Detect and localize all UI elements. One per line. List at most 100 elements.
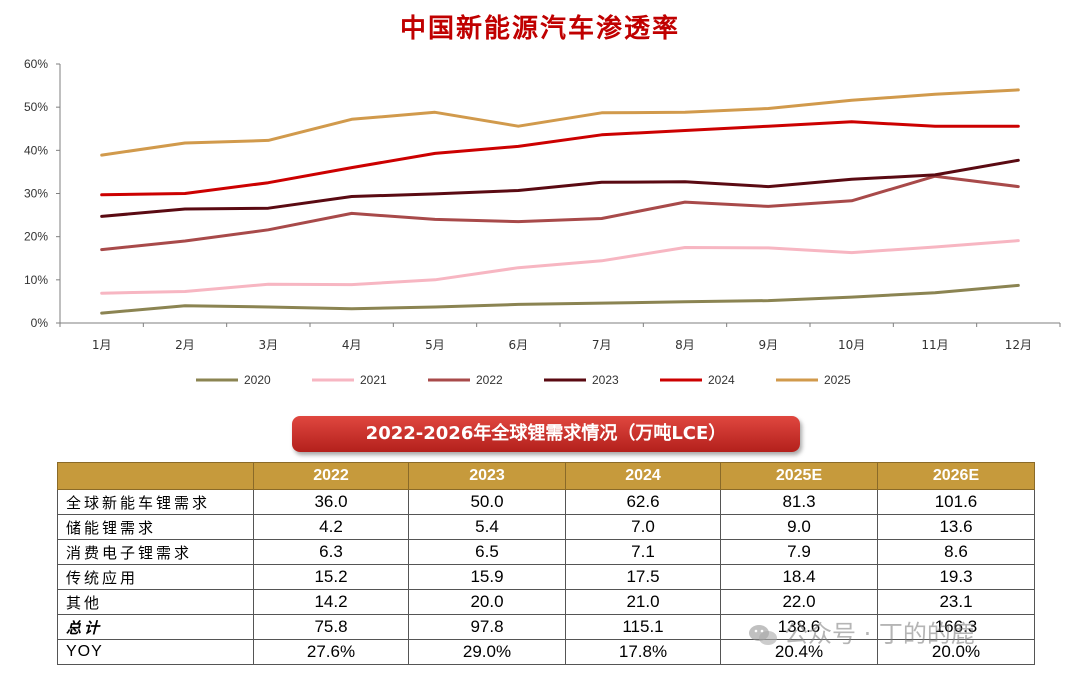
table-cell: 7.9 (720, 539, 878, 565)
y-tick-label: 50% (24, 100, 48, 114)
row-label: 全球新能车锂需求 (57, 489, 254, 515)
row-label: 消费电子锂需求 (57, 539, 254, 565)
series-line-2024 (100, 120, 1020, 197)
table-cell: 101.6 (877, 489, 1035, 515)
table-header-row: 2022 2023 2024 2025E 2026E (57, 462, 1035, 490)
x-axis: 1月 2月 3月 4月 5月 6月 7月 8月 9月 10月 11月 12月 (59, 322, 1061, 352)
x-tick-label: 3月 (259, 338, 279, 352)
x-tick-label: 4月 (342, 338, 362, 352)
header-cell-2025e: 2025E (720, 462, 878, 490)
table-row-yoy: YOY 27.6% 29.0% 17.8% 20.4% 20.0% (57, 639, 1035, 665)
watermark: 公众号 · 丁的的鹿 (748, 616, 975, 652)
header-cell-label (57, 462, 254, 490)
row-label: 传统应用 (57, 564, 254, 590)
header-cell-2022: 2022 (253, 462, 409, 490)
table-cell: 27.6% (253, 639, 409, 665)
legend-label: 2024 (708, 373, 735, 387)
table-cell: 9.0 (720, 514, 878, 540)
x-tick-label: 11月 (921, 338, 948, 352)
y-tick-label: 30% (24, 187, 48, 201)
table-cell: 7.1 (565, 539, 721, 565)
table-cell: 81.3 (720, 489, 878, 515)
legend-item-2021: 2021 (312, 373, 387, 387)
table-cell: 138.6 (720, 614, 878, 640)
x-tick-label: 1月 (92, 338, 112, 352)
y-tick-label: 20% (24, 230, 48, 244)
header-cell-2024: 2024 (565, 462, 721, 490)
table-cell: 6.5 (408, 539, 566, 565)
table-cell: 23.1 (877, 589, 1035, 615)
legend-label: 2023 (592, 373, 619, 387)
table-cell: 75.8 (253, 614, 409, 640)
table-cell: 5.4 (408, 514, 566, 540)
table-cell: 20.0 (408, 589, 566, 615)
y-tick-label: 40% (24, 143, 48, 157)
table-cell: 18.4 (720, 564, 878, 590)
table-banner: 2022-2026年全球锂需求情况（万吨LCE） (292, 416, 800, 452)
table-row-total: 总计 75.8 97.8 115.1 138.6 166.3 (57, 614, 1035, 640)
series-line-2021 (100, 239, 1020, 295)
series-line-2022 (100, 174, 1020, 252)
series-line-2023 (100, 158, 1020, 218)
legend-label: 2025 (824, 373, 851, 387)
series-line-2025 (100, 88, 1020, 157)
lithium-demand-table: 2022 2023 2024 2025E 2026E 全球新能车锂需求 36.0… (57, 462, 1035, 665)
series-lines (100, 88, 1020, 315)
table-row: 传统应用 15.2 15.9 17.5 18.4 19.3 (57, 564, 1035, 590)
table-cell: 50.0 (408, 489, 566, 515)
x-tick-label: 7月 (592, 338, 612, 352)
legend-item-2023: 2023 (544, 373, 619, 387)
legend-item-2022: 2022 (428, 373, 503, 387)
table-cell: 17.8% (565, 639, 721, 665)
wechat-icon (749, 625, 777, 645)
chart-title: 中国新能源汽车渗透率 (399, 14, 680, 44)
header-cell-2026e: 2026E (877, 462, 1035, 490)
x-tick-label: 10月 (838, 338, 865, 352)
x-tick-label: 8月 (675, 338, 695, 352)
table-cell: 8.6 (877, 539, 1035, 565)
table-cell: 97.8 (408, 614, 566, 640)
legend-label: 2020 (244, 373, 271, 387)
table-cell: 20.4% (720, 639, 878, 665)
table-cell: 115.1 (565, 614, 721, 640)
x-tick-label: 9月 (759, 338, 779, 352)
legend: 2020 2021 2022 2023 2024 2025 (196, 373, 851, 387)
y-tick-label: 10% (24, 273, 48, 287)
legend-item-2020: 2020 (196, 373, 271, 387)
table-cell: 6.3 (253, 539, 409, 565)
table-row: 储能锂需求 4.2 5.4 7.0 9.0 13.6 (57, 514, 1035, 540)
line-chart: 0%10%20%30%40%50%60% 1月 2月 3月 4月 5月 6月 7月 8月 9月 1… (24, 57, 1061, 387)
table-row: 其他 14.2 20.0 21.0 22.0 23.1 (57, 589, 1035, 615)
x-tick-label: 5月 (425, 338, 445, 352)
watermark-text: 公众号 · 丁的的鹿 (784, 620, 975, 648)
table-cell: 14.2 (253, 589, 409, 615)
table-row: 消费电子锂需求 6.3 6.5 7.1 7.9 8.6 (57, 539, 1035, 565)
header-cell-2023: 2023 (408, 462, 566, 490)
table-cell: 15.9 (408, 564, 566, 590)
table-cell: 29.0% (408, 639, 566, 665)
table-row: 全球新能车锂需求 36.0 50.0 62.6 81.3 101.6 (57, 489, 1035, 515)
table-cell: 7.0 (565, 514, 721, 540)
x-tick-label: 6月 (509, 338, 529, 352)
legend-label: 2021 (360, 373, 387, 387)
table-cell: 13.6 (877, 514, 1035, 540)
y-tick-label: 0% (31, 316, 49, 330)
x-tick-label: 12月 (1005, 338, 1032, 352)
row-label: 其他 (57, 589, 254, 615)
table-cell: 19.3 (877, 564, 1035, 590)
table-cell: 22.0 (720, 589, 878, 615)
row-label: 储能锂需求 (57, 514, 254, 540)
legend-label: 2022 (476, 373, 503, 387)
legend-item-2025: 2025 (776, 373, 851, 387)
table-cell: 36.0 (253, 489, 409, 515)
x-tick-label: 2月 (175, 338, 195, 352)
legend-item-2024: 2024 (660, 373, 735, 387)
table-cell: 21.0 (565, 589, 721, 615)
row-label: YOY (57, 639, 254, 665)
table-cell: 20.0% (877, 639, 1035, 665)
table-cell: 4.2 (253, 514, 409, 540)
series-line-2020 (100, 283, 1020, 315)
y-tick-label: 60% (24, 57, 48, 71)
y-axis: 0% 10% 20% 30% 40% 50% 60% (24, 57, 61, 330)
row-label: 总计 (57, 614, 254, 640)
